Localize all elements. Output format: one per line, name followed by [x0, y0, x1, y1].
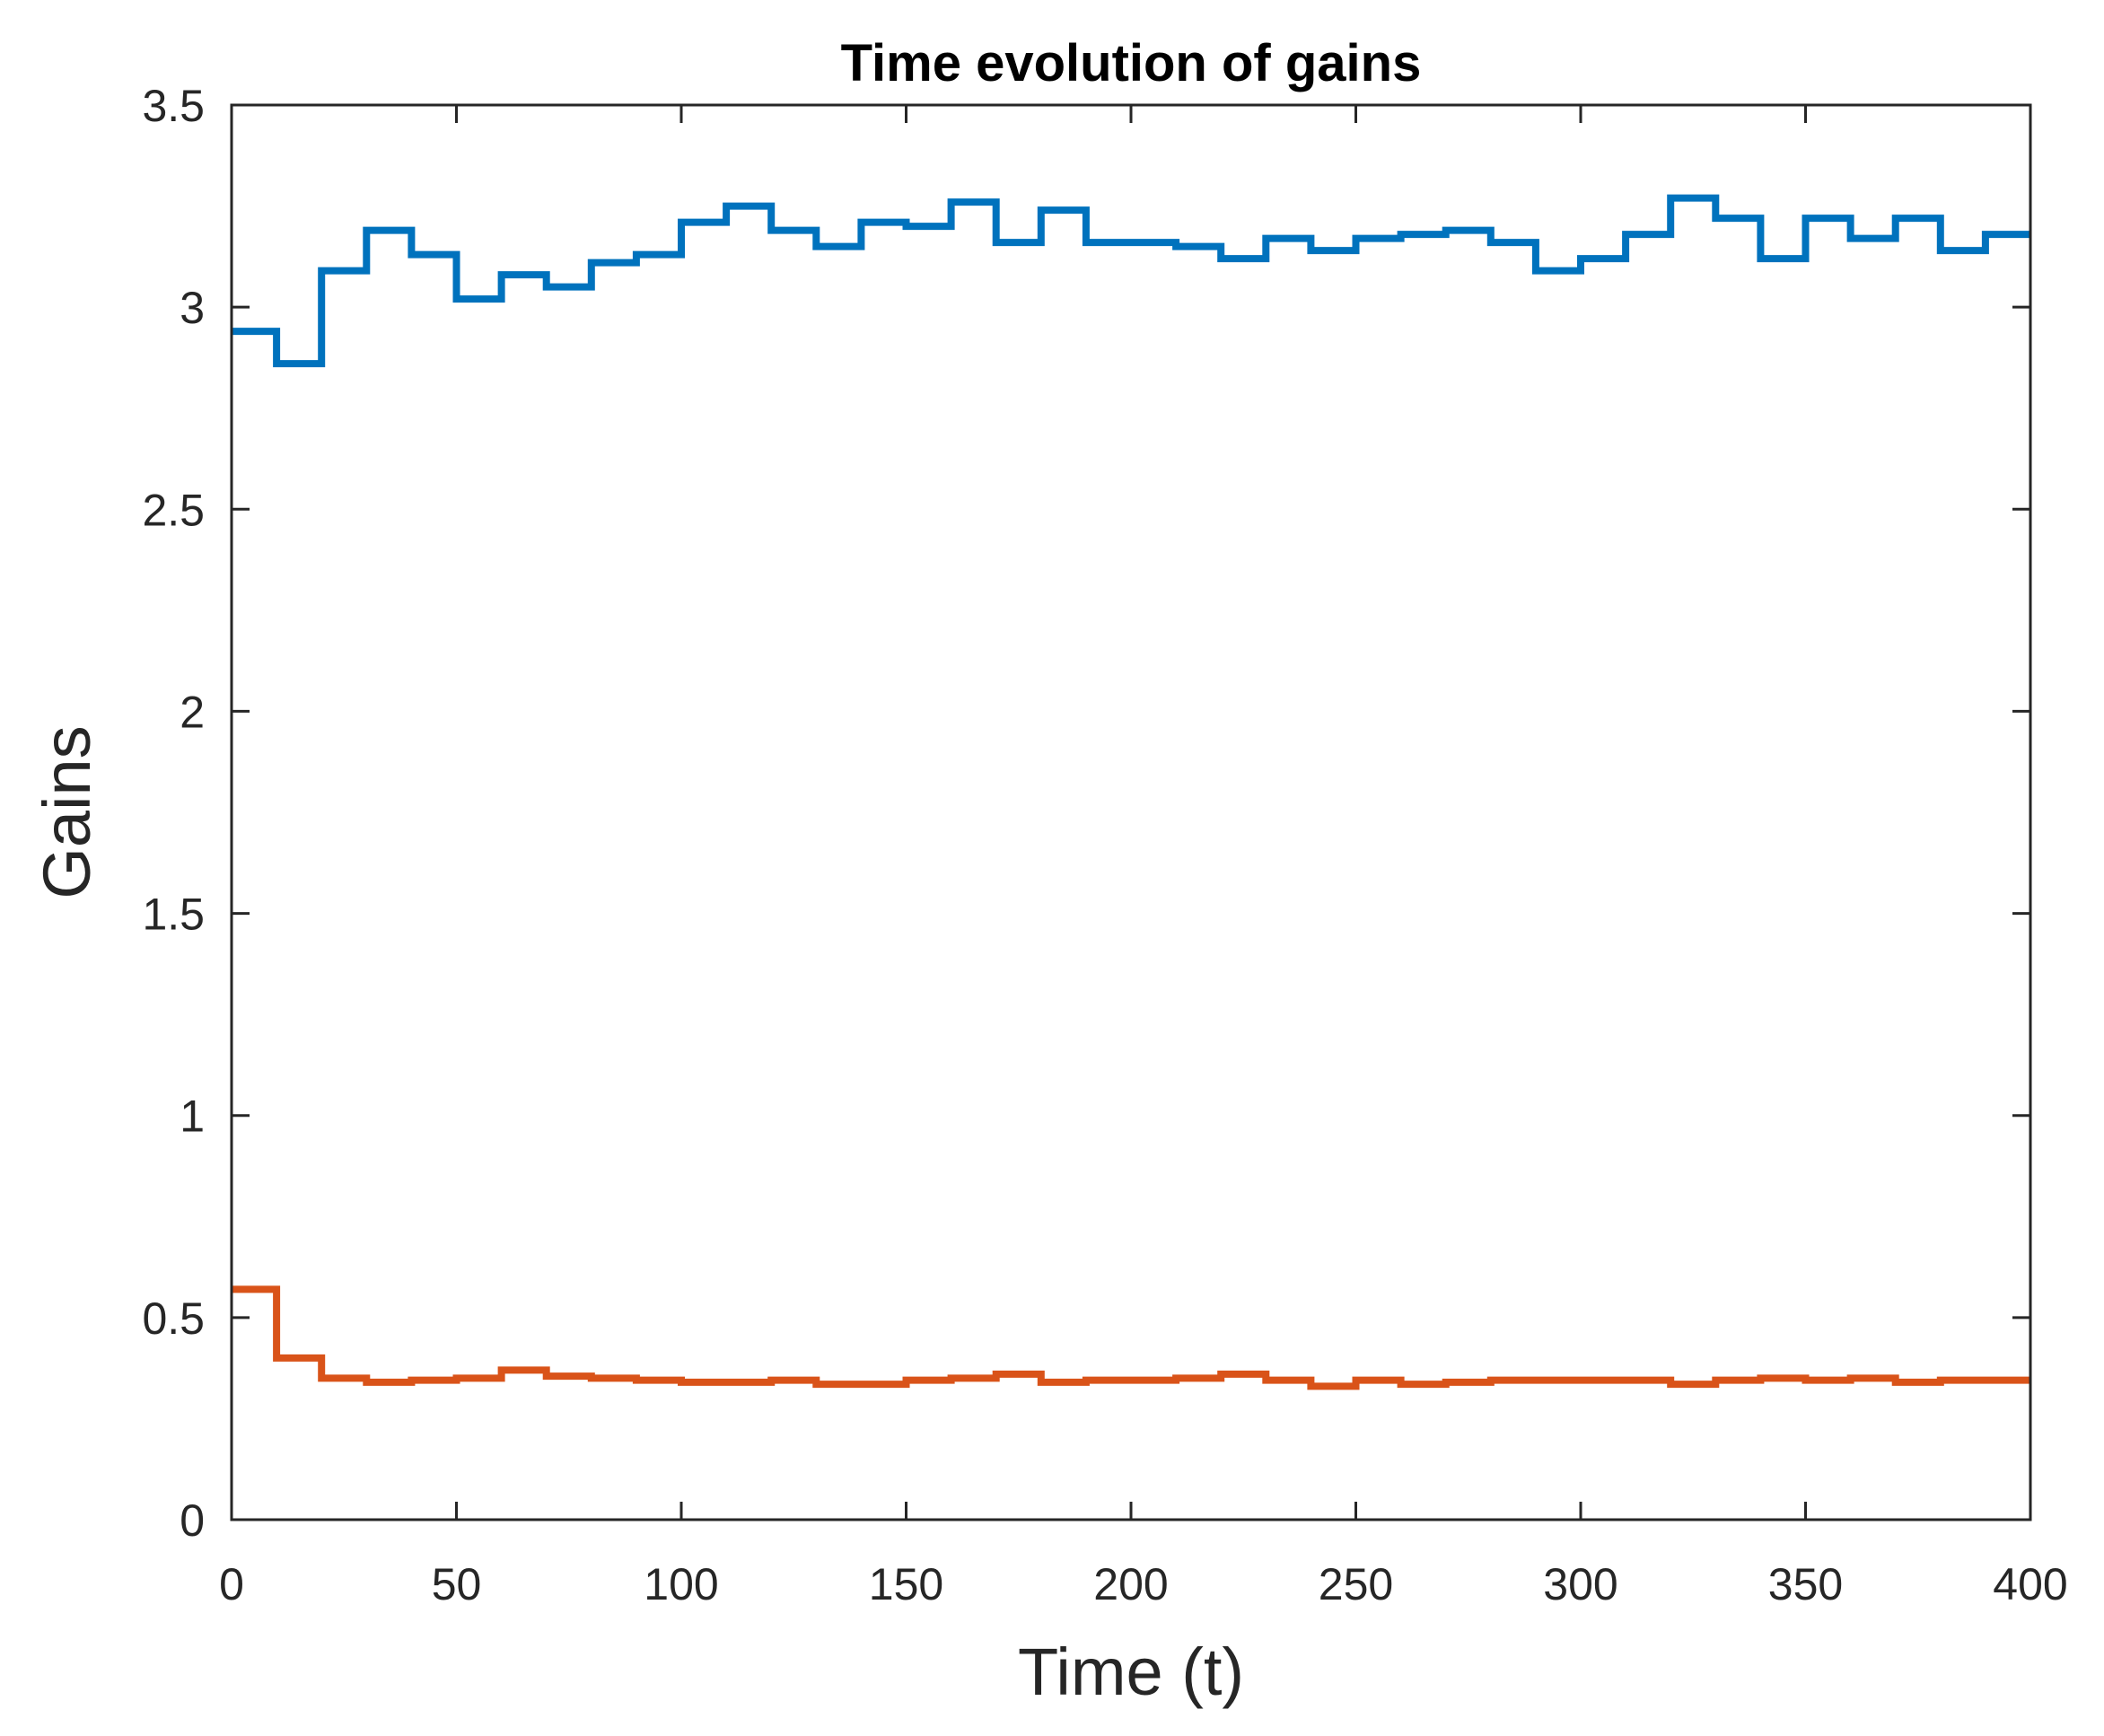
- x-tick-label: 200: [1093, 1559, 1168, 1609]
- chart-title: Time evolution of gains: [841, 34, 1422, 92]
- x-tick-label: 250: [1319, 1559, 1393, 1609]
- y-tick-label: 1: [180, 1092, 205, 1142]
- x-tick-label: 300: [1543, 1559, 1617, 1609]
- series-line-1: [232, 1285, 2030, 1390]
- y-tick-label: 2: [180, 687, 205, 737]
- y-tick-label: 2.5: [142, 485, 205, 535]
- x-tick-label: 0: [219, 1559, 244, 1609]
- x-axis-label: Time (t): [1018, 1635, 1244, 1709]
- y-tick-label: 1.5: [142, 890, 205, 940]
- y-tick-label: 3: [180, 283, 205, 333]
- x-tick-label: 50: [432, 1559, 482, 1609]
- x-tick-label: 350: [1768, 1559, 1843, 1609]
- x-tick-label: 400: [1993, 1559, 2067, 1609]
- y-axis-label: Gains: [30, 725, 104, 899]
- tick-labels-layer: 0 50 100 150 200 250 300 350 400 0 0.5 1 1.5 2 2.5 3 3.5: [142, 81, 2067, 1609]
- ticks-layer: [230, 103, 2032, 1521]
- y-tick-label: 0.5: [142, 1293, 205, 1344]
- y-tick-label: 0: [180, 1495, 205, 1546]
- x-tick-label: 150: [869, 1559, 943, 1609]
- x-tick-label: 100: [644, 1559, 718, 1609]
- series-line-0: [232, 194, 2030, 368]
- series-layer: [232, 194, 2030, 1390]
- y-tick-label: 3.5: [142, 81, 205, 131]
